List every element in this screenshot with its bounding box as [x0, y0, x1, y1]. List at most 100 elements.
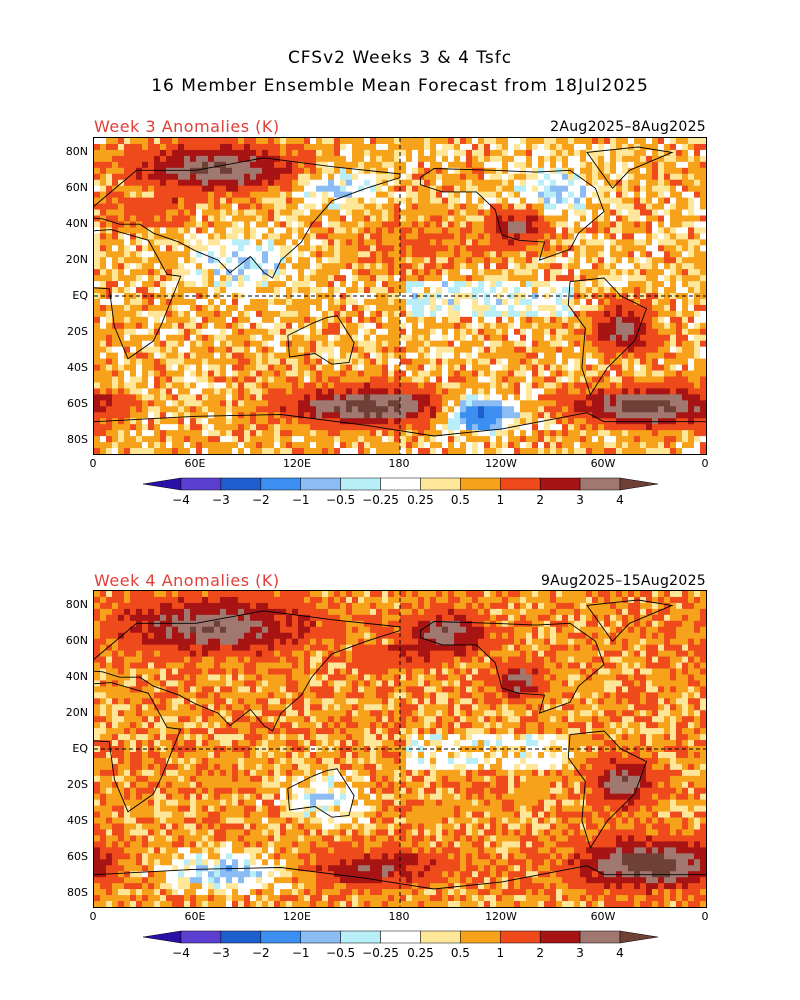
heatmap-cell	[406, 173, 413, 181]
heatmap-cell	[298, 364, 305, 372]
heatmap-cell	[154, 334, 161, 342]
chart-title-line2: 16 Member Ensemble Mean Forecast from 18…	[151, 76, 649, 96]
heatmap-cell	[232, 281, 239, 288]
heatmap-cell	[358, 173, 365, 181]
heatmap-cell	[514, 281, 521, 288]
heatmap-cell	[496, 185, 503, 193]
heatmap-cell	[316, 406, 323, 413]
heatmap-cell	[508, 251, 515, 258]
heatmap-cell	[382, 161, 389, 169]
heatmap-cell	[550, 293, 557, 300]
heatmap-cell	[202, 346, 209, 354]
heatmap-cell	[220, 322, 227, 330]
heatmap-cell	[466, 287, 473, 294]
heatmap-cell	[400, 418, 407, 425]
heatmap-cell	[688, 245, 695, 252]
heatmap-cell	[604, 406, 611, 413]
heatmap-cell	[232, 173, 239, 181]
heatmap-cell	[196, 328, 203, 336]
heatmap-cell	[112, 155, 119, 163]
heatmap-cell	[202, 316, 209, 324]
heatmap-cell	[532, 179, 539, 187]
heatmap-cell	[652, 358, 659, 366]
heatmap-cell	[508, 185, 515, 193]
heatmap-cell	[412, 412, 419, 419]
heatmap-cell	[310, 233, 317, 240]
heatmap-cell	[358, 298, 365, 306]
heatmap-cell	[178, 400, 185, 407]
heatmap-cell	[412, 304, 419, 312]
heatmap-cell	[298, 143, 305, 151]
heatmap-cell	[700, 173, 706, 181]
heatmap-cell	[112, 352, 119, 360]
heatmap-cell	[526, 316, 533, 324]
heatmap-cell	[298, 209, 305, 217]
heatmap-cell	[676, 209, 683, 217]
heatmap-cell	[136, 298, 143, 306]
heatmap-cell	[358, 340, 365, 348]
heatmap-cell	[490, 340, 497, 348]
heatmap-cell	[580, 179, 587, 187]
heatmap-cell	[532, 173, 539, 181]
heatmap-cell	[496, 215, 503, 223]
heatmap-cell	[610, 203, 617, 211]
heatmap-cell	[688, 400, 695, 407]
heatmap-cell	[346, 179, 353, 187]
heatmap-cell	[232, 161, 239, 169]
heatmap-cell	[538, 394, 545, 401]
heatmap-cell	[622, 322, 629, 330]
heatmap-cell	[406, 149, 413, 157]
heatmap-cell	[478, 346, 485, 354]
heatmap-cell	[382, 346, 389, 354]
heatmap-cell	[406, 161, 413, 169]
heatmap-cell	[652, 352, 659, 360]
heatmap-cell	[472, 257, 479, 264]
heatmap-cell	[580, 191, 587, 199]
heatmap-cell	[556, 346, 563, 354]
heatmap-cell	[292, 334, 299, 342]
heatmap-cell	[586, 269, 593, 276]
heatmap-cell	[256, 275, 263, 282]
heatmap-cell	[478, 275, 485, 282]
heatmap-cell	[298, 304, 305, 312]
heatmap-cell	[184, 322, 191, 330]
heatmap-cell	[448, 203, 455, 211]
heatmap-cell	[568, 161, 575, 169]
heatmap-cell	[130, 179, 137, 187]
heatmap-cell	[700, 185, 706, 193]
heatmap-cell	[226, 298, 233, 306]
heatmap-cell	[658, 370, 665, 378]
heatmap-cell	[520, 322, 527, 330]
heatmap-cell	[202, 370, 209, 378]
heatmap-cell	[352, 334, 359, 342]
heatmap-cell	[580, 227, 587, 234]
heatmap-cell	[640, 406, 647, 413]
heatmap-cell	[298, 406, 305, 413]
heatmap-cell	[268, 376, 275, 384]
heatmap-cell	[466, 310, 473, 318]
heatmap-cell	[448, 376, 455, 384]
heatmap-cell	[196, 263, 203, 270]
heatmap-cell	[178, 275, 185, 282]
heatmap-cell	[334, 322, 341, 330]
heatmap-cell	[112, 328, 119, 336]
heatmap-cell	[682, 269, 689, 276]
heatmap-cell	[382, 227, 389, 234]
heatmap-cell	[394, 191, 401, 199]
heatmap-cell	[304, 328, 311, 336]
heatmap-cell	[388, 382, 395, 390]
heatmap-cell	[388, 406, 395, 413]
heatmap-cell	[394, 412, 401, 419]
heatmap-cell	[478, 340, 485, 348]
heatmap-cell	[430, 412, 437, 419]
heatmap-cell	[682, 364, 689, 372]
heatmap-cell	[334, 382, 341, 390]
heatmap-cell	[262, 173, 269, 181]
heatmap-cell	[514, 239, 521, 246]
heatmap-cell	[658, 382, 665, 390]
heatmap-cell	[310, 310, 317, 318]
heatmap-cell	[274, 227, 281, 234]
heatmap-cell	[358, 406, 365, 413]
heatmap-cell	[472, 245, 479, 252]
heatmap-cell	[100, 316, 107, 324]
